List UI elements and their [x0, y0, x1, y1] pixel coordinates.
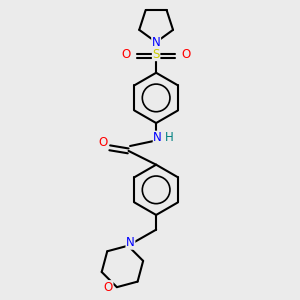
Text: O: O [122, 48, 131, 61]
Text: O: O [181, 48, 190, 61]
Text: O: O [104, 281, 113, 294]
Text: N: N [153, 131, 162, 144]
Text: N: N [126, 236, 135, 249]
Text: N: N [152, 36, 161, 49]
Text: S: S [152, 48, 160, 61]
Text: H: H [165, 131, 173, 144]
Text: O: O [98, 136, 108, 149]
